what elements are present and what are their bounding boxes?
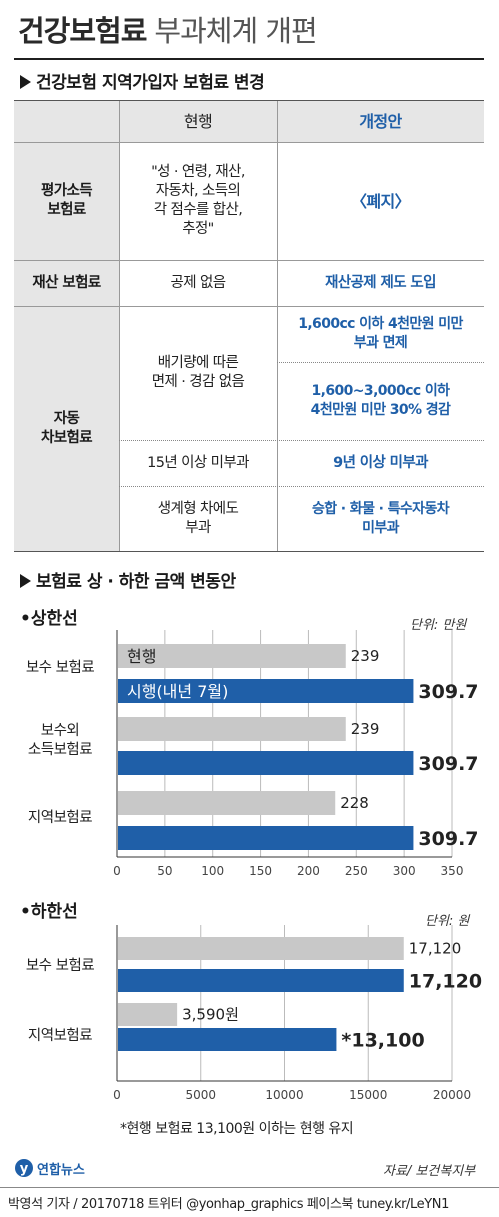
lower-cat-2: 지역보험료	[27, 1028, 93, 1044]
value-label-current: 17,120	[409, 940, 462, 958]
x-tick-label: 200	[297, 864, 320, 878]
x-tick-label: 150	[249, 864, 272, 878]
value-label-reform: 17,120	[409, 971, 482, 993]
bar-reform	[118, 679, 414, 703]
lower-unit: 단위: 원	[425, 914, 470, 929]
bar-current	[118, 791, 336, 815]
x-tick-label: 10000	[265, 1088, 303, 1102]
upper-cat-3: 지역보험료	[27, 810, 93, 826]
x-tick-label: 50	[157, 864, 172, 878]
upper-cat-2: 보수외 소득보험료	[27, 723, 93, 758]
x-tick-label: 5000	[185, 1088, 216, 1102]
car-reform-1a: 1,600cc 이하 4천만원 미만 부과 면제	[298, 316, 463, 351]
upper-unit: 단위: 만원	[410, 618, 467, 633]
table-header-row	[119, 100, 484, 142]
value-label-current: 228	[340, 794, 369, 812]
car-current-2: 15년 이상 미부과	[147, 454, 249, 471]
title-bold: 건강보험료	[18, 14, 147, 48]
legend-current: 현행	[127, 647, 156, 666]
income-reform: 〈폐지〉	[350, 191, 411, 211]
row-label-income: 평가소득 보험료	[41, 183, 93, 218]
property-current: 공제 없음	[170, 274, 227, 291]
x-tick-label: 300	[393, 864, 416, 878]
col-current-header: 현행	[183, 111, 213, 131]
upper-cat-1: 보수 보험료	[25, 660, 95, 676]
bar-current	[118, 717, 346, 741]
lower-heading-text: 하한선	[30, 902, 78, 922]
triangle-bullet-icon	[20, 75, 31, 89]
bar-reform	[118, 751, 414, 775]
bar-reform	[118, 1028, 337, 1051]
upper-limit-chart: 0 50 100 150 200 250 300 350 239 309.7 239 309.7 228…	[113, 630, 479, 878]
section2-heading: 보험료 상 · 하한 금액 변동안	[20, 567, 236, 592]
lower-cat-1: 보수 보험료	[25, 958, 95, 974]
table-label-column	[14, 100, 119, 552]
svg-text:y: y	[20, 1162, 29, 1177]
value-label-reform: 309.7	[418, 753, 478, 775]
data-source: 자료/ 보건복지부	[383, 1164, 476, 1179]
value-label-reform: *13,100	[341, 1030, 424, 1052]
section1-heading-text: 건강보험 지역가입자 보험료 변경	[36, 73, 265, 93]
credit-line: 박영석 기자 / 20170718 트위터 @yonhap_graphics 페…	[8, 1197, 449, 1212]
value-label-current: 239	[351, 720, 380, 738]
car-reform-2: 9년 이상 미부과	[333, 454, 428, 471]
insurance-change-table: 현행 개정안 평가소득 보험료 "성 · 연령, 재산, 자동차, 소득의 각 …	[14, 100, 484, 552]
x-tick-label: 100	[201, 864, 224, 878]
section2-heading-text: 보험료 상 · 하한 금액 변동안	[36, 572, 236, 592]
logo-text: 연합뉴스	[37, 1162, 85, 1178]
car-current-3: 생계형 차에도 부과	[157, 500, 239, 536]
upper-heading-text: 상한선	[30, 609, 78, 629]
yonhap-logo: y 연합뉴스	[14, 1158, 85, 1178]
x-tick-label: 350	[441, 864, 464, 878]
value-label-current: 3,590원	[182, 1006, 239, 1024]
lower-limit-chart: 0 5000 10000 15000 20000 17,120 17,120 3,590원 *1…	[113, 925, 482, 1102]
legend-reform: 시행(내년 7월)	[127, 682, 228, 701]
section1-heading: 건강보험 지역가입자 보험료 변경	[20, 68, 265, 93]
footer-divider	[0, 1187, 499, 1188]
lower-heading: •하한선	[20, 902, 78, 922]
car-reform-3: 승합 · 화물 · 특수자동차 미부과	[311, 500, 450, 536]
value-label-current: 239	[351, 647, 380, 665]
value-label-reform: 309.7	[418, 828, 478, 850]
yonhap-logo-icon: y	[15, 1159, 33, 1177]
bar-current	[118, 937, 404, 960]
income-current: "성 · 연령, 재산, 자동차, 소득의 각 점수를 합산, 추정"	[151, 164, 245, 237]
title-rest: 부과체계 개편	[154, 14, 317, 48]
bar-current	[118, 1003, 178, 1026]
x-tick-label: 0	[113, 1088, 121, 1102]
page-title: 건강보험료 부과체계 개편	[18, 8, 318, 50]
car-current-1: 배기량에 따른 면제 · 경감 없음	[151, 355, 245, 390]
upper-heading: •상한선	[20, 609, 78, 629]
bar-reform	[118, 969, 404, 992]
bar-reform	[118, 826, 414, 850]
x-tick-label: 250	[345, 864, 368, 878]
x-tick-label: 15000	[349, 1088, 387, 1102]
triangle-bullet-icon	[20, 574, 31, 588]
x-tick-label: 20000	[433, 1088, 471, 1102]
bar-current	[118, 644, 346, 668]
x-tick-label: 0	[113, 864, 121, 878]
row-label-property: 재산 보험료	[32, 274, 101, 291]
value-label-reform: 309.7	[418, 681, 478, 703]
car-reform-1b: 1,600~3,000cc 이하 4천만원 미만 30% 경감	[310, 383, 451, 418]
row-label-car: 자동 차보험료	[41, 410, 93, 446]
lower-footnote: *현행 보험료 13,100원 이하는 현행 유지	[120, 1121, 354, 1137]
col-reform-header: 개정안	[359, 111, 402, 131]
title-divider	[14, 58, 484, 60]
property-reform: 재산공제 제도 도입	[325, 274, 436, 291]
